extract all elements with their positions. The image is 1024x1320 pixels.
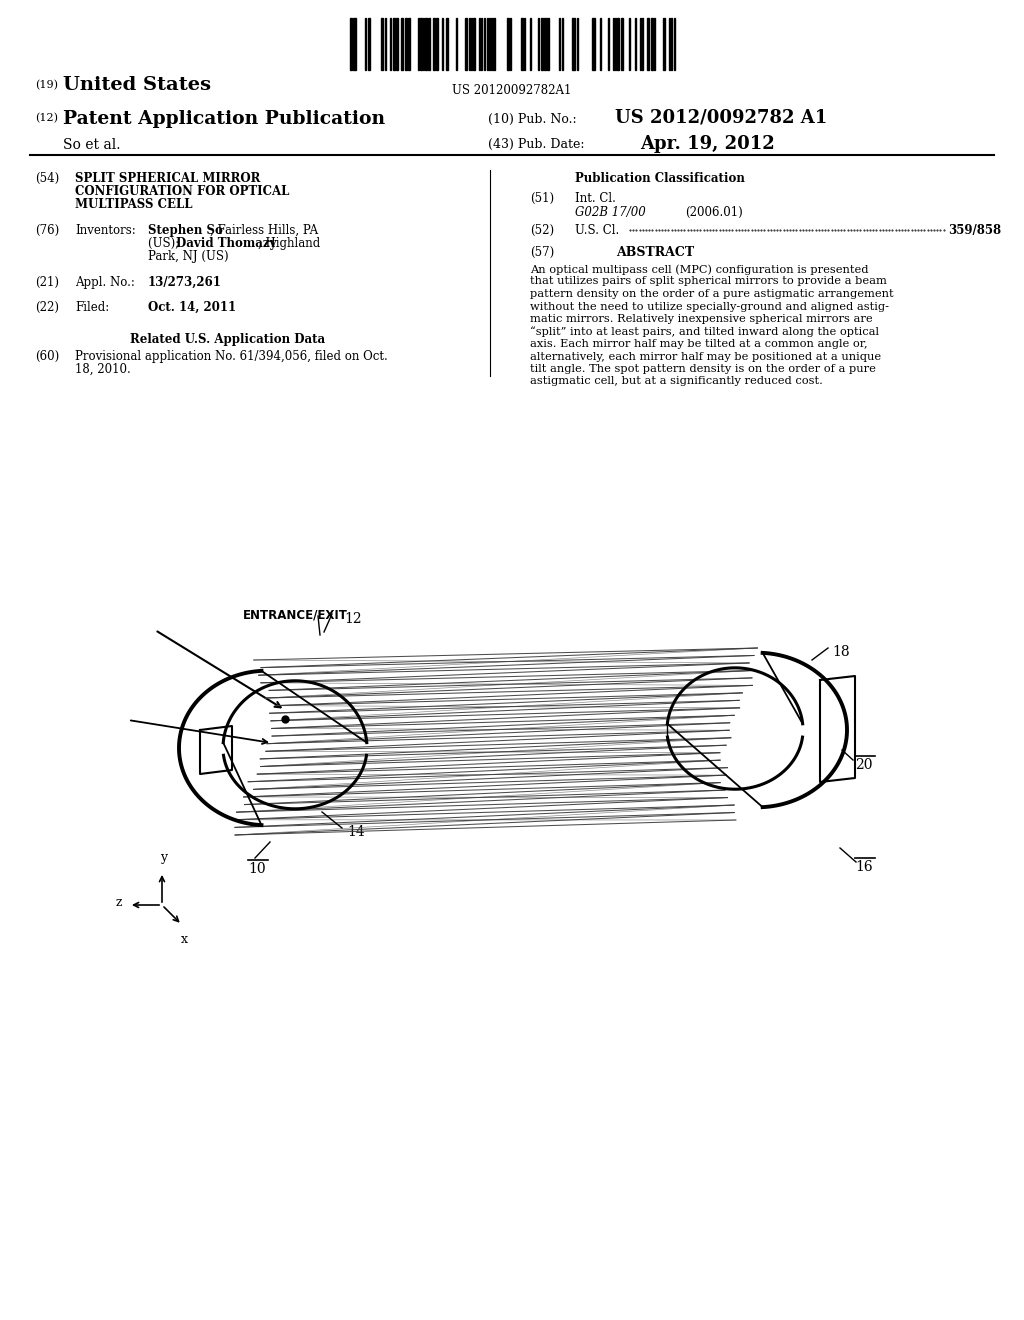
Text: G02B 17/00: G02B 17/00 (575, 206, 646, 219)
Text: x: x (181, 933, 188, 946)
Text: (51): (51) (530, 191, 554, 205)
Text: Oct. 14, 2011: Oct. 14, 2011 (148, 301, 237, 314)
Bar (381, 18, 383, 70)
Text: 20: 20 (855, 758, 872, 772)
Text: 13/273,261: 13/273,261 (148, 276, 222, 289)
Text: Provisional application No. 61/394,056, filed on Oct.: Provisional application No. 61/394,056, … (75, 350, 388, 363)
Text: 14: 14 (347, 825, 365, 840)
Bar (621, 18, 623, 70)
Text: Park, NJ (US): Park, NJ (US) (148, 249, 228, 263)
Text: 16: 16 (855, 861, 872, 874)
Text: 12: 12 (344, 612, 361, 626)
Text: 18, 2010.: 18, 2010. (75, 363, 131, 376)
Bar (427, 18, 430, 70)
Bar (520, 18, 522, 70)
Text: (19): (19) (35, 81, 58, 90)
Text: (60): (60) (35, 350, 59, 363)
Bar (547, 18, 549, 70)
Bar (352, 18, 355, 70)
Text: Filed:: Filed: (75, 301, 110, 314)
Text: David Thomazy: David Thomazy (176, 238, 276, 249)
Bar (592, 18, 595, 70)
Bar (653, 18, 655, 70)
Text: alternatively, each mirror half may be positioned at a unique: alternatively, each mirror half may be p… (530, 351, 881, 362)
Bar (446, 18, 449, 70)
Bar (404, 18, 407, 70)
Text: An optical multipass cell (MPC) configuration is presented: An optical multipass cell (MPC) configur… (530, 264, 868, 275)
Text: matic mirrors. Relatively inexpensive spherical mirrors are: matic mirrors. Relatively inexpensive sp… (530, 314, 872, 323)
Text: MULTIPASS CELL: MULTIPASS CELL (75, 198, 193, 211)
Bar (541, 18, 543, 70)
Text: ENTRANCE/EXIT: ENTRANCE/EXIT (243, 609, 347, 620)
Text: (2006.01): (2006.01) (685, 206, 742, 219)
Bar (393, 18, 394, 70)
Text: (10) Pub. No.:: (10) Pub. No.: (488, 114, 577, 125)
Text: “split” into at least pairs, and tilted inward along the optical: “split” into at least pairs, and tilted … (530, 326, 879, 338)
Bar (425, 18, 427, 70)
Bar (473, 18, 474, 70)
Text: 10: 10 (248, 862, 265, 876)
Text: CONFIGURATION FOR OPTICAL: CONFIGURATION FOR OPTICAL (75, 185, 290, 198)
Text: Apr. 19, 2012: Apr. 19, 2012 (640, 135, 775, 153)
Text: SPLIT SPHERICAL MIRROR: SPLIT SPHERICAL MIRROR (75, 172, 260, 185)
Text: z: z (116, 896, 122, 909)
Text: Int. Cl.: Int. Cl. (575, 191, 615, 205)
Text: that utilizes pairs of split spherical mirrors to provide a beam: that utilizes pairs of split spherical m… (530, 276, 887, 286)
Bar (420, 18, 422, 70)
Text: without the need to utilize specially-ground and aligned astig-: without the need to utilize specially-gr… (530, 301, 889, 312)
Text: y: y (161, 851, 168, 865)
Bar (368, 18, 370, 70)
Bar (436, 18, 438, 70)
Text: axis. Each mirror half may be tilted at a common angle or,: axis. Each mirror half may be tilted at … (530, 339, 867, 348)
Bar (365, 18, 366, 70)
Text: So et al.: So et al. (63, 139, 121, 152)
Text: 18: 18 (831, 645, 850, 659)
Text: (57): (57) (530, 246, 554, 259)
Text: U.S. Cl.: U.S. Cl. (575, 224, 620, 238)
Text: United States: United States (63, 77, 211, 94)
Text: US 2012/0092782 A1: US 2012/0092782 A1 (615, 110, 827, 127)
Text: tilt angle. The spot pattern density is on the order of a pure: tilt angle. The spot pattern density is … (530, 364, 876, 374)
Text: (54): (54) (35, 172, 59, 185)
Bar (544, 18, 546, 70)
Bar (483, 18, 485, 70)
Text: (76): (76) (35, 224, 59, 238)
Text: , Highland: , Highland (258, 238, 321, 249)
Text: ABSTRACT: ABSTRACT (616, 246, 694, 259)
Bar (408, 18, 410, 70)
Bar (663, 18, 665, 70)
Bar (572, 18, 575, 70)
Bar (646, 18, 649, 70)
Text: (22): (22) (35, 301, 59, 314)
Text: (21): (21) (35, 276, 59, 289)
Bar (478, 18, 480, 70)
Bar (617, 18, 618, 70)
Bar (395, 18, 397, 70)
Text: Patent Application Publication: Patent Application Publication (63, 110, 385, 128)
Text: Stephen So: Stephen So (148, 224, 223, 238)
Text: Publication Classification: Publication Classification (575, 172, 744, 185)
Bar (350, 18, 351, 70)
Text: (52): (52) (530, 224, 554, 238)
Bar (384, 18, 386, 70)
Bar (507, 18, 509, 70)
Text: , Fairless Hills, PA: , Fairless Hills, PA (210, 224, 318, 238)
Text: US 20120092782A1: US 20120092782A1 (453, 84, 571, 96)
Text: (US);: (US); (148, 238, 183, 249)
Bar (418, 18, 419, 70)
Text: Appl. No.:: Appl. No.: (75, 276, 135, 289)
Bar (465, 18, 467, 70)
Text: astigmatic cell, but at a significantly reduced cost.: astigmatic cell, but at a significantly … (530, 376, 823, 387)
Text: (43) Pub. Date:: (43) Pub. Date: (488, 139, 585, 150)
Text: pattern density on the order of a pure astigmatic arrangement: pattern density on the order of a pure a… (530, 289, 894, 300)
Bar (651, 18, 652, 70)
Bar (433, 18, 435, 70)
Text: 359/858: 359/858 (948, 224, 1001, 238)
Text: Related U.S. Application Data: Related U.S. Application Data (130, 333, 326, 346)
Text: Inventors:: Inventors: (75, 224, 136, 238)
Text: (12): (12) (35, 114, 58, 123)
Bar (493, 18, 495, 70)
Bar (401, 18, 403, 70)
